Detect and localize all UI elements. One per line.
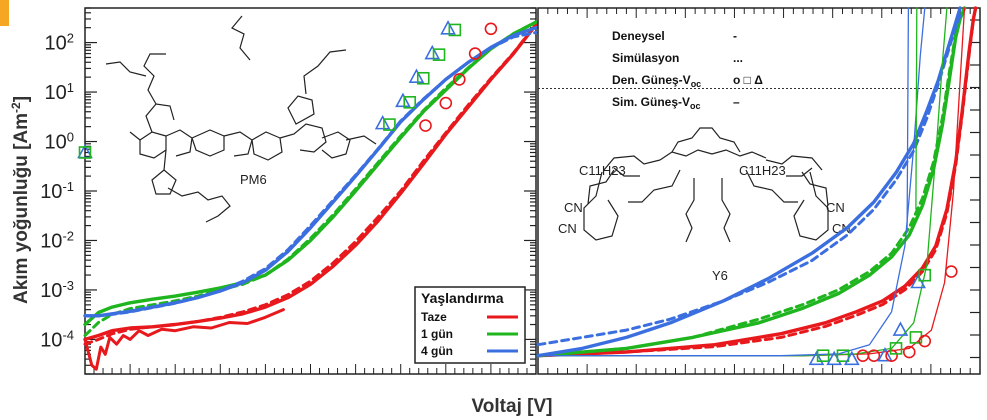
marker-triangle (408, 68, 425, 83)
right-markers-group (808, 265, 958, 366)
marker-triangle (892, 321, 909, 336)
left-series-group (83, 20, 538, 371)
left-y-tick-labels: 102 101 100 10-1 10-2 10-3 10-4 (40, 30, 74, 351)
left-markers-group (77, 20, 498, 159)
left-x-ticks (84, 364, 537, 374)
series-line-sim-vertical (915, 7, 918, 210)
y6-substituent-left: C11H23 (579, 163, 626, 178)
legend-label-taze: Taze (421, 310, 447, 324)
aging-legend-title: Yaşlandırma (421, 290, 504, 306)
legend-deneysel: Deneysel (612, 29, 665, 43)
marker-square (889, 342, 903, 355)
marker-circle (484, 22, 498, 36)
marker-square (432, 48, 446, 61)
marker-triangle (808, 350, 825, 366)
legend-simulasyon: Simülasyon (612, 51, 679, 65)
marker-circle (944, 265, 958, 278)
pm6-molecule-structure (105, 15, 377, 223)
series-line-4-gün-thin (537, 7, 926, 357)
y6-molecule-structure (583, 127, 829, 243)
right-series-group (536, 6, 978, 358)
left-y-tick-label: 100 (45, 129, 74, 154)
right-legend: Deneysel - Simülasyon ... Den. Güneş-Voc… (612, 29, 763, 111)
corner-accent (0, 0, 9, 26)
legend-label-4-gun: 4 gün (421, 344, 453, 358)
series-line-1-gün-dashed (83, 20, 538, 337)
legend-simulasyon-symbol: ... (733, 51, 743, 65)
left-y-tick-label: 101 (45, 80, 74, 105)
marker-circle (419, 119, 432, 132)
right-plot-panel: Deneysel - Simülasyon ... Den. Güneş-Voc… (536, 6, 981, 375)
legend-label-1-gun: 1 gün (421, 327, 453, 341)
marker-circle (453, 73, 466, 86)
left-y-tick-label: 10-4 (40, 327, 74, 352)
x-axis-title: Voltaj [V] (472, 396, 553, 417)
left-y-ticks (85, 7, 536, 375)
marker-square (78, 146, 92, 159)
marker-circle (885, 349, 898, 363)
marker-circle (867, 349, 881, 363)
series-line-taze-dashed (83, 22, 538, 346)
legend-sim-gunes-voc-symbol: – (733, 95, 740, 109)
aging-legend: Yaşlandırma Taze 1 gün 4 gün (414, 286, 526, 364)
left-y-tick-label: 10-2 (40, 228, 74, 253)
pm6-label: PM6 (240, 172, 267, 187)
marker-triangle (424, 44, 441, 60)
marker-triangle (910, 273, 926, 289)
marker-square (836, 349, 850, 363)
marker-triangle (440, 20, 456, 35)
series-line-taze-dashed (536, 17, 975, 358)
marker-triangle (843, 350, 860, 366)
series-line-sim-vertical (906, 7, 910, 229)
y6-cn-1: CN (564, 200, 583, 215)
legend-deneysel-symbol: - (733, 29, 737, 43)
marker-circle (468, 47, 482, 60)
y6-cn-4: CN (832, 221, 851, 236)
marker-triangle (374, 114, 391, 130)
marker-circle (918, 334, 932, 348)
series-line-4-gün-dashed (83, 31, 538, 318)
marker-square (416, 71, 430, 85)
y6-substituent-right: C11H23 (739, 163, 786, 178)
marker-circle (902, 345, 916, 359)
y6-cn-2: CN (558, 221, 577, 236)
series-line-4-gün-dashed (536, 13, 962, 347)
series-line-taze-noisy (83, 308, 285, 371)
y6-label: Y6 (712, 268, 728, 283)
left-y-tick-label: 10-3 (40, 277, 74, 302)
marker-triangle (877, 347, 893, 362)
left-plot-panel: 102 101 100 10-1 10-2 10-3 10-4 PM6 (40, 7, 538, 375)
marker-square (448, 23, 462, 37)
series-line-1-gün-dashed (536, 13, 962, 358)
legend-den-gunes-voc-symbol: o □ Δ (733, 73, 763, 87)
left-y-tick-label: 102 (45, 30, 74, 55)
right-x-ticks (537, 8, 981, 374)
marker-square (403, 96, 417, 109)
right-plot-frame (537, 7, 981, 375)
marker-square (383, 118, 396, 131)
legend-sim-gunes-voc: Sim. Güneş-Voc (612, 95, 701, 111)
legend-den-gunes-voc: Den. Güneş-Voc (612, 73, 701, 89)
marker-circle (439, 96, 453, 110)
y6-cn-3: CN (826, 200, 845, 215)
marker-square (816, 349, 830, 363)
y-axis-title: Akım yoğunluğu [Am-2] (9, 96, 32, 304)
left-y-tick-label: 10-1 (40, 179, 74, 204)
marker-triangle (395, 92, 411, 108)
marker-square (918, 268, 932, 282)
right-y-ticks (970, 19, 980, 359)
